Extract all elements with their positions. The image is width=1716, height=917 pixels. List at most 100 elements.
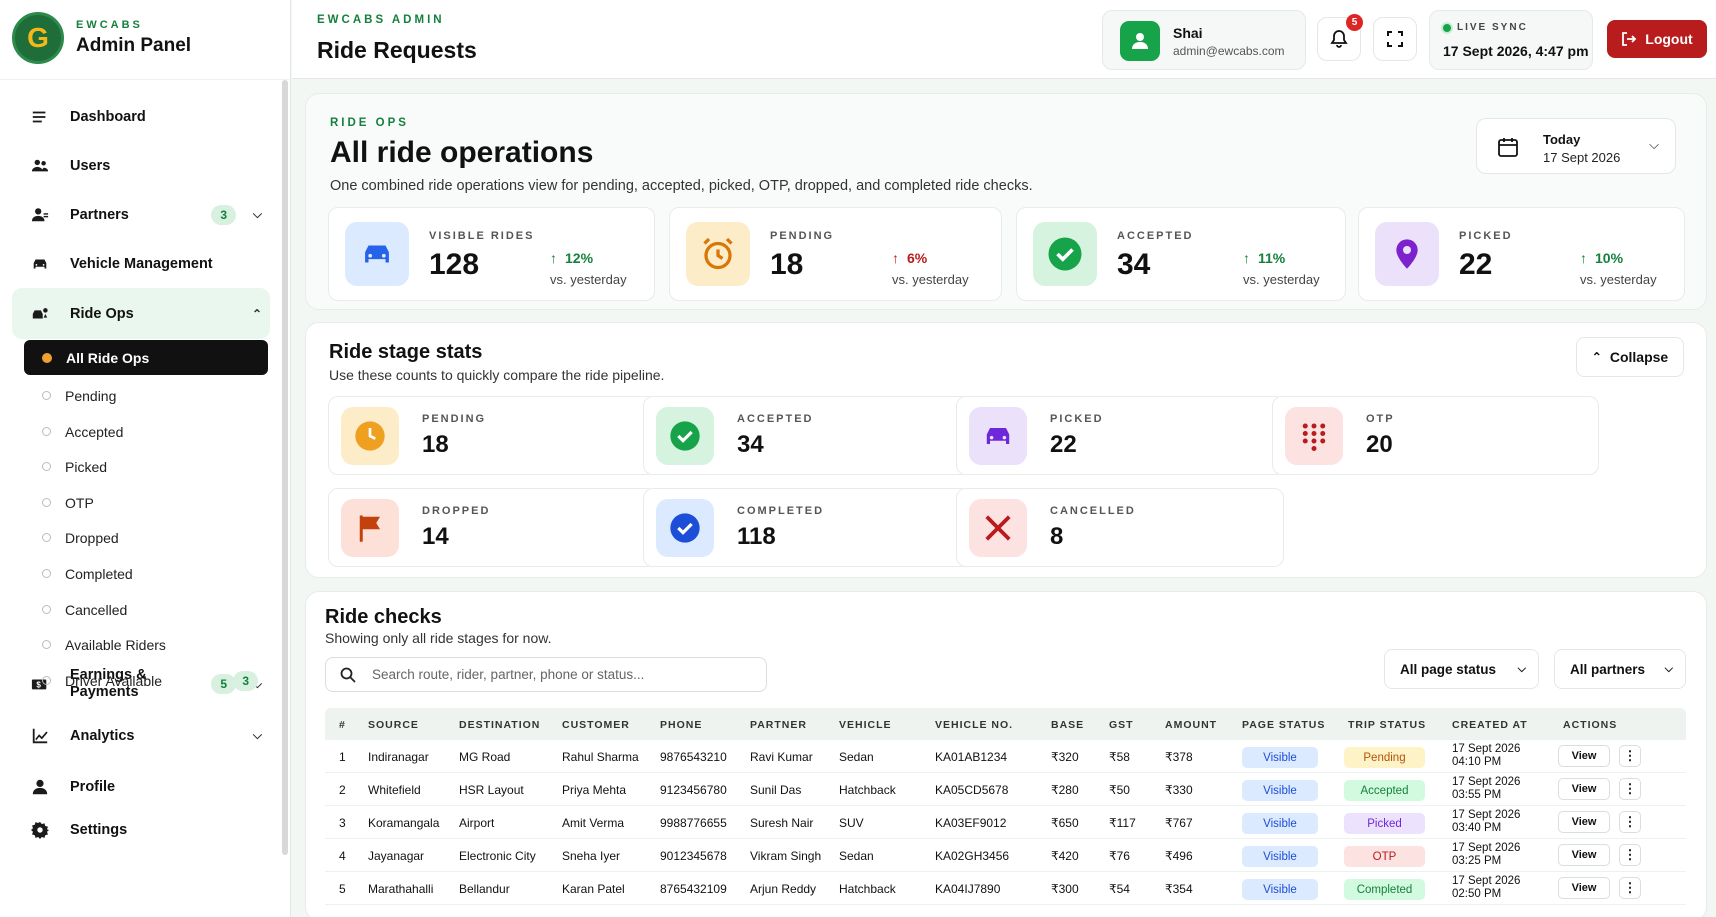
created-time: 03:55 PM <box>1452 789 1502 801</box>
stage-value: 8 <box>1050 523 1064 550</box>
more-options-icon[interactable]: ⋮ <box>1619 778 1641 800</box>
more-options-icon[interactable]: ⋮ <box>1619 811 1641 833</box>
cell-destination: Electronic City <box>459 849 536 863</box>
created-date: 17 Sept 2026 <box>1452 875 1521 887</box>
table-header: # SOURCE DESTINATION CUSTOMER PHONE PART… <box>325 708 1686 740</box>
section-description: One combined ride operations view for pe… <box>330 178 1033 194</box>
trend-value: 12% <box>565 250 594 266</box>
sidebar-subitem-accepted[interactable]: Accepted <box>24 414 268 449</box>
table-row[interactable]: 1 Indiranagar MG Road Rahul Sharma 98765… <box>325 740 1686 773</box>
subitem-label: Completed <box>65 565 133 582</box>
fullscreen-button[interactable] <box>1373 17 1417 61</box>
stage-card-otp[interactable]: OTP 20 <box>1272 396 1599 475</box>
cell-gst: ₹76 <box>1109 849 1130 863</box>
sidebar-item-settings[interactable]: Settings <box>12 805 270 854</box>
logo-letter: G <box>27 22 49 53</box>
view-button[interactable]: View <box>1558 745 1610 767</box>
bell-icon <box>1330 30 1348 48</box>
sidebar-subitem-available-riders[interactable]: Available Riders <box>24 627 268 662</box>
sidebar-subitem-pending[interactable]: Pending <box>24 378 268 413</box>
column-header: GST <box>1109 719 1134 731</box>
partner-filter[interactable]: All partners ⌵ <box>1554 649 1686 689</box>
sidebar-subitem-dropped[interactable]: Dropped <box>24 520 268 555</box>
clock-icon <box>341 407 399 465</box>
table-row[interactable]: 3 Koramangala Airport Amit Verma 9988776… <box>325 806 1686 839</box>
sidebar-item-earnings[interactable]: $ Earnings & Payments 5 ⌵ <box>12 658 270 710</box>
cell-gst: ₹54 <box>1109 882 1130 896</box>
stage-card-accepted[interactable]: ACCEPTED 34 <box>643 396 971 475</box>
car-icon <box>30 254 50 274</box>
subitem-label: Driver Available <box>65 672 163 689</box>
column-header: AMOUNT <box>1165 719 1218 731</box>
more-options-icon[interactable]: ⋮ <box>1619 877 1641 899</box>
stage-card-completed[interactable]: COMPLETED 118 <box>643 488 971 567</box>
more-options-icon[interactable]: ⋮ <box>1619 844 1641 866</box>
ride-stage-stats: Ride stage stats Use these counts to qui… <box>305 322 1707 578</box>
sidebar-subitem-all-ride-ops[interactable]: All Ride Ops <box>24 340 268 375</box>
stage-card-picked[interactable]: PICKED 22 <box>956 396 1284 475</box>
stage-value: 118 <box>737 523 776 550</box>
chevron-down-icon[interactable]: ⌵ <box>252 728 262 742</box>
sidebar-subitem-cancelled[interactable]: Cancelled <box>24 592 268 627</box>
cell-customer: Sneha Iyer <box>562 849 621 863</box>
collapse-button[interactable]: ⌃ Collapse <box>1576 337 1684 377</box>
chevron-up-icon[interactable]: ⌃ <box>251 306 262 321</box>
top-header: EWCABS ADMIN Ride Requests Shai admin@ew… <box>292 0 1716 79</box>
cell-source: Whitefield <box>368 783 421 797</box>
column-header: CUSTOMER <box>562 719 630 731</box>
user-card[interactable]: Shai admin@ewcabs.com <box>1102 10 1306 70</box>
view-button[interactable]: View <box>1558 877 1610 899</box>
brand[interactable]: G EWCABS Admin Panel <box>12 12 191 64</box>
date-value: 17 Sept 2026 <box>1543 150 1621 165</box>
view-button[interactable]: View <box>1558 811 1610 833</box>
sidebar-subitem-otp[interactable]: OTP <box>24 485 268 520</box>
cell-created-at: 17 Sept 2026 03:40 PM <box>1452 809 1520 835</box>
cell-partner: Vikram Singh <box>750 849 822 863</box>
stage-card-dropped[interactable]: DROPPED 14 <box>328 488 656 567</box>
page-status-filter[interactable]: All page status ⌵ <box>1384 649 1539 689</box>
dot-icon <box>42 462 51 471</box>
search-input[interactable]: Search route, rider, partner, phone or s… <box>325 657 767 692</box>
chevron-down-icon: ⌵ <box>1664 662 1673 675</box>
cell-amount: ₹378 <box>1165 750 1193 764</box>
sidebar-scrollbar[interactable] <box>282 80 288 855</box>
sidebar-item-profile[interactable]: Profile <box>12 762 270 811</box>
chevron-down-icon[interactable]: ⌵ <box>252 207 262 221</box>
trend-caption: vs. yesterday <box>1580 272 1657 287</box>
view-button[interactable]: View <box>1558 778 1610 800</box>
view-button[interactable]: View <box>1558 844 1610 866</box>
sidebar-subitem-driver-available[interactable]: Driver Available 3 <box>24 663 268 698</box>
cell-index: 2 <box>339 783 346 797</box>
date-picker[interactable]: Today 17 Sept 2026 ⌵ <box>1476 118 1676 174</box>
sidebar-subitem-picked[interactable]: Picked <box>24 449 268 484</box>
column-header: SOURCE <box>368 719 419 731</box>
sidebar-item-vehicle-management[interactable]: Vehicle Management <box>12 239 270 288</box>
sidebar-item-ride-ops[interactable]: Ride Ops ⌃ <box>12 288 270 339</box>
cell-partner: Sunil Das <box>750 783 802 797</box>
cell-destination: Bellandur <box>459 882 510 896</box>
table-row[interactable]: 2 Whitefield HSR Layout Priya Mehta 9123… <box>325 773 1686 806</box>
person-icon <box>30 777 50 797</box>
notifications-button[interactable]: 5 <box>1317 14 1363 61</box>
sidebar-item-partners[interactable]: Partners 3 ⌵ <box>12 190 270 239</box>
cell-vehicle-no: KA04IJ7890 <box>935 882 1001 896</box>
cell-vehicle-no: KA02GH3456 <box>935 849 1010 863</box>
brand-name: EWCABS <box>76 19 143 31</box>
sidebar-item-dashboard[interactable]: Dashboard <box>12 92 270 141</box>
stage-card-cancelled[interactable]: CANCELLED 8 <box>956 488 1284 567</box>
stage-card-pending[interactable]: PENDING 18 <box>328 396 656 475</box>
filter-value: All partners <box>1570 661 1646 677</box>
table-row[interactable]: 5 Marathahalli Bellandur Karan Patel 876… <box>325 872 1686 905</box>
map-pin-icon <box>1375 222 1439 286</box>
logout-button[interactable]: Logout <box>1607 20 1707 58</box>
cell-index: 5 <box>339 882 346 896</box>
section-title: Ride checks <box>325 606 442 628</box>
sidebar-item-users[interactable]: Users <box>12 141 270 190</box>
sidebar-subitem-completed[interactable]: Completed <box>24 556 268 591</box>
table-row[interactable]: 4 Jayanagar Electronic City Sneha Iyer 9… <box>325 839 1686 872</box>
user-icon <box>1132 33 1148 49</box>
stage-value: 22 <box>1050 431 1077 458</box>
more-options-icon[interactable]: ⋮ <box>1619 745 1641 767</box>
sidebar-item-analytics[interactable]: Analytics ⌵ <box>12 711 270 760</box>
page-status-badge: Visible <box>1242 813 1318 834</box>
